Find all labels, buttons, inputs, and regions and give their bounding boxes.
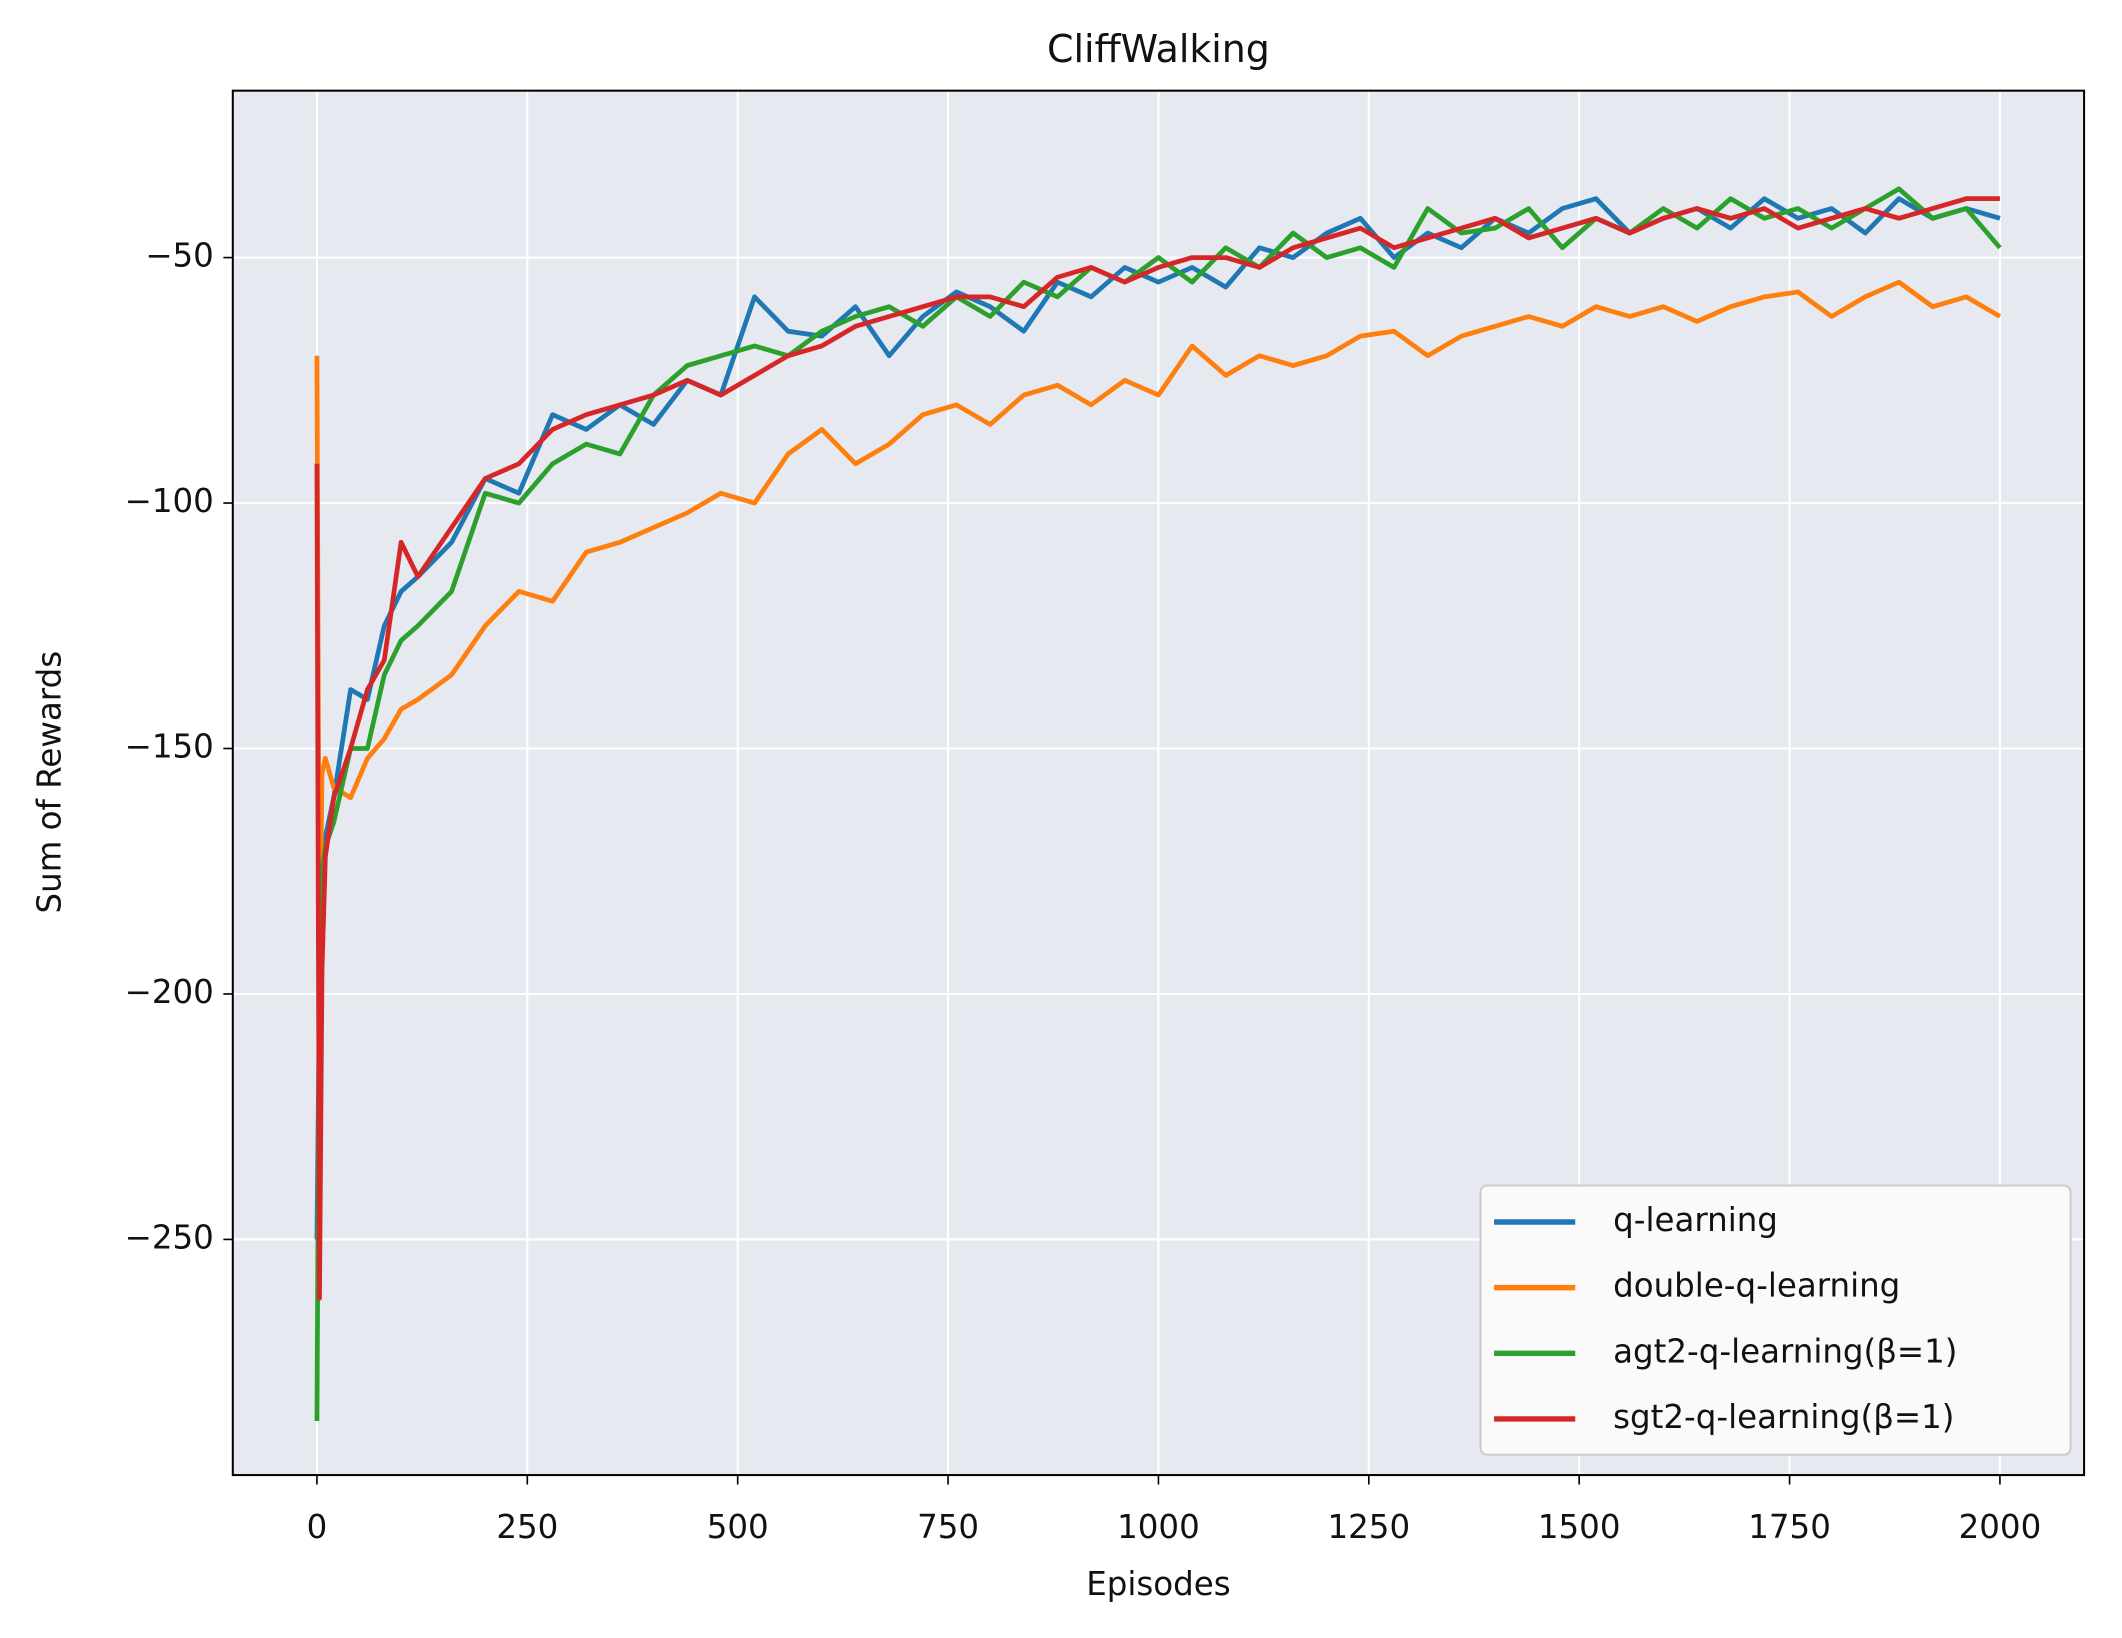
legend-label: sgt2-q-learning(β=1) bbox=[1613, 1398, 1954, 1436]
x-tick-label: 0 bbox=[307, 1508, 328, 1546]
x-tick-label: 1750 bbox=[1748, 1508, 1831, 1546]
series-line bbox=[314, 186, 2002, 1422]
x-tick-label: 1000 bbox=[1117, 1508, 1200, 1546]
chart-title: CliffWalking bbox=[1047, 27, 1270, 71]
series-line bbox=[314, 279, 2002, 997]
x-tick-label: 250 bbox=[496, 1508, 558, 1546]
y-tick-label: −250 bbox=[125, 1218, 214, 1256]
x-tick-label: 1500 bbox=[1538, 1508, 1621, 1546]
series-line bbox=[314, 196, 2000, 1301]
y-tick-label: −150 bbox=[125, 728, 214, 766]
y-tick-label: −200 bbox=[125, 973, 214, 1011]
y-tick-label: −100 bbox=[125, 482, 214, 520]
x-tick-label: 2000 bbox=[1959, 1508, 2042, 1546]
legend-label: q-learning bbox=[1613, 1201, 1778, 1239]
y-axis-label: Sum of Rewards bbox=[30, 651, 68, 914]
legend-label: double-q-learning bbox=[1613, 1267, 1900, 1305]
legend-box bbox=[1479, 1184, 2072, 1456]
x-tick-label: 500 bbox=[707, 1508, 769, 1546]
x-axis-label: Episodes bbox=[1086, 1565, 1230, 1603]
x-tick-label: 750 bbox=[917, 1508, 979, 1546]
y-tick-label: −50 bbox=[145, 237, 214, 275]
x-tick-label: 1250 bbox=[1327, 1508, 1410, 1546]
legend-label: agt2-q-learning(β=1) bbox=[1613, 1332, 1957, 1370]
